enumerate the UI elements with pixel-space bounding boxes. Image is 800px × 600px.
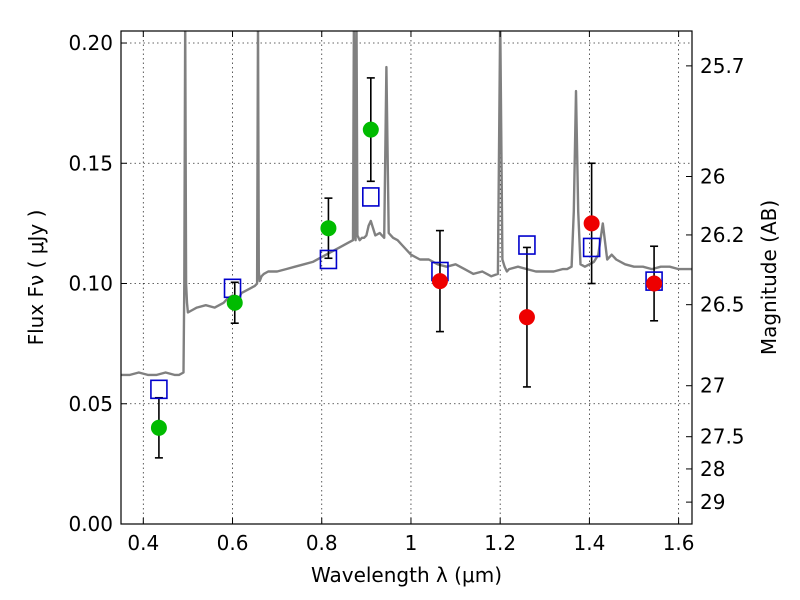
y2-tick-label: 28 — [700, 457, 725, 481]
x-tick-label: 0.4 — [127, 531, 159, 555]
y-tick-label: 0.15 — [68, 151, 113, 175]
y2-tick-label: 29 — [700, 490, 725, 514]
y-tick-label: 0.05 — [68, 392, 113, 416]
x-tick-label: 1.6 — [663, 531, 695, 555]
observed-point — [320, 220, 337, 237]
observed-point — [150, 419, 167, 436]
y2-tick-label: 27.5 — [700, 425, 745, 449]
observed-point — [431, 273, 448, 290]
marker-layer — [150, 121, 663, 436]
x-tick-label: 1.2 — [484, 531, 516, 555]
y2-axis-label: Magnitude (AB) — [757, 200, 781, 355]
y-tick-label: 0.00 — [68, 512, 113, 536]
grid — [121, 31, 692, 524]
y2-tick-label: 27 — [700, 374, 725, 398]
y2-tick-label: 26 — [700, 164, 725, 188]
observed-point — [583, 215, 600, 232]
observed-point — [646, 275, 663, 292]
model-photometry-square — [319, 249, 338, 270]
observed-point — [226, 294, 243, 311]
x-axis-label: Wavelength λ (μm) — [311, 563, 502, 587]
model-photometry-square — [582, 237, 601, 258]
x-tick-label: 1 — [405, 531, 418, 555]
y-tick-label: 0.10 — [68, 272, 113, 296]
observed-point — [518, 309, 535, 326]
observed-point — [362, 121, 379, 138]
x-tick-label: 0.6 — [217, 531, 249, 555]
plot-frame — [120, 30, 693, 525]
y2-tick-label: 26.5 — [700, 293, 745, 317]
ticks: 0.4 0.6 0.8 1 1.2 1.4 1.6 0.00 0.05 0.10 0.15 0.20 2… — [68, 31, 745, 555]
model-photometry-square — [518, 235, 536, 255]
y2-tick-label: 25.7 — [700, 54, 745, 78]
errorbar-layer — [154, 77, 659, 459]
y-tick-label: 0.20 — [68, 31, 113, 55]
spectrum-line — [121, 31, 692, 377]
y2-tick-label: 26.2 — [700, 223, 745, 247]
y-axis-label: Flux Fν ( μJy ) — [24, 210, 48, 346]
x-tick-label: 1.4 — [573, 531, 605, 555]
model-photometry-square — [362, 187, 380, 207]
spectrum-layer — [121, 31, 692, 377]
x-tick-label: 0.8 — [306, 531, 338, 555]
model-photometry-square — [150, 379, 168, 400]
